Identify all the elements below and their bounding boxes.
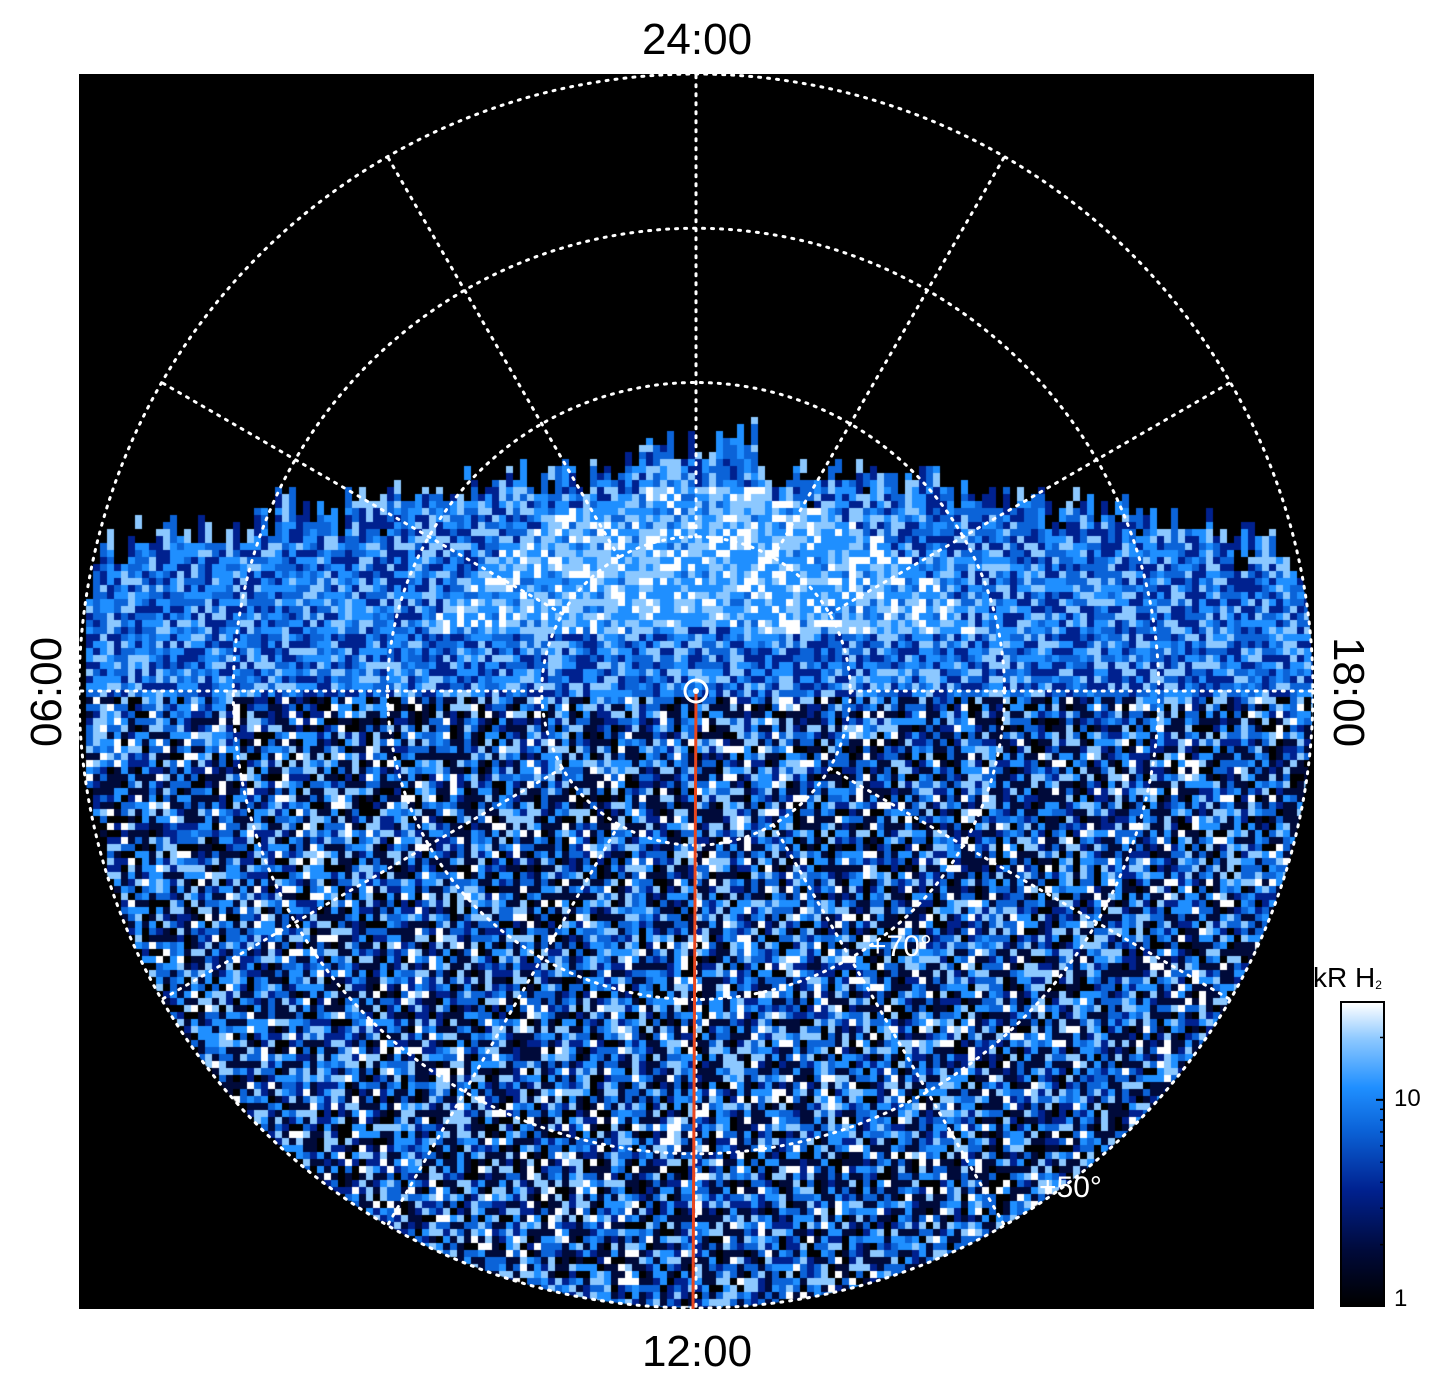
- meridian-line-11: [828, 381, 1232, 616]
- colorbar-tick-label-10: 10: [1394, 1085, 1421, 1112]
- latitude-label-70: +70°: [869, 930, 932, 963]
- meridian-line-2: [771, 823, 1006, 1227]
- meridian-line-5: [160, 766, 564, 1001]
- colorbar-title-text: kR H: [1313, 962, 1376, 993]
- meridian-line-10: [771, 155, 1006, 559]
- colorbar-title: kR H2: [1313, 962, 1382, 994]
- local-time-label-bottom: 12:00: [641, 1327, 753, 1376]
- meridian-line-8: [386, 155, 621, 559]
- local-time-label-right: 18:00: [1324, 636, 1373, 748]
- pole-marker-dot: [693, 688, 699, 694]
- noon-meridian-line: [691, 690, 698, 1309]
- grid-overlay: +70° +50°: [79, 74, 1314, 1309]
- pole-marker-ring: [683, 678, 709, 704]
- colorbar: [1340, 1001, 1385, 1307]
- colorbar-title-subscript: 2: [1375, 978, 1382, 992]
- colorbar-ticks: [1376, 1001, 1385, 1307]
- polar-plot: +70° +50°: [79, 74, 1314, 1309]
- meridian-line-7: [160, 381, 564, 616]
- local-time-label-left: 06:00: [22, 636, 71, 748]
- latitude-circle-3: [79, 74, 1314, 1309]
- meridian-line-4: [386, 823, 621, 1227]
- local-time-label-top: 24:00: [641, 15, 753, 64]
- meridian-line-1: [828, 766, 1232, 1001]
- latitude-label-50: +50°: [1039, 1171, 1102, 1204]
- colorbar-tick-label-1: 1: [1394, 1285, 1408, 1312]
